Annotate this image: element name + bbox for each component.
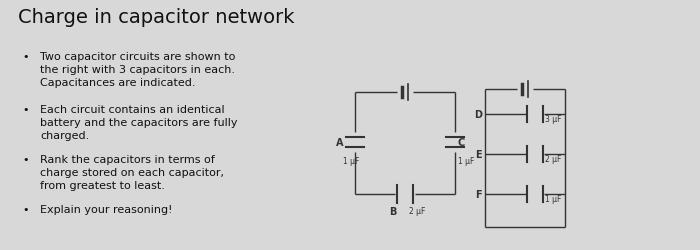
Text: A: A [335, 138, 343, 147]
Text: •: • [22, 204, 29, 214]
Text: Explain your reasoning!: Explain your reasoning! [40, 204, 172, 214]
Text: 1 µF: 1 µF [545, 195, 561, 204]
Text: 3 µF: 3 µF [545, 115, 561, 124]
Text: Each circuit contains an identical: Each circuit contains an identical [40, 104, 225, 115]
Text: 1 µF: 1 µF [343, 156, 359, 165]
Text: Capacitances are indicated.: Capacitances are indicated. [40, 78, 195, 88]
Text: battery and the capacitors are fully: battery and the capacitors are fully [40, 118, 237, 128]
Text: charged.: charged. [40, 130, 90, 140]
Text: the right with 3 capacitors in each.: the right with 3 capacitors in each. [40, 65, 235, 75]
Text: Two capacitor circuits are shown to: Two capacitor circuits are shown to [40, 52, 235, 62]
Text: •: • [22, 104, 29, 115]
Text: 2 µF: 2 µF [409, 206, 426, 215]
Text: Rank the capacitors in terms of: Rank the capacitors in terms of [40, 154, 215, 164]
Text: Charge in capacitor network: Charge in capacitor network [18, 8, 295, 27]
Text: •: • [22, 154, 29, 164]
Text: 1 µF: 1 µF [458, 156, 475, 165]
Text: charge stored on each capacitor,: charge stored on each capacitor, [40, 167, 224, 177]
Text: B: B [390, 206, 397, 216]
Text: C: C [458, 138, 466, 147]
Text: 2 µF: 2 µF [545, 155, 561, 164]
Text: E: E [475, 150, 482, 159]
Text: •: • [22, 52, 29, 62]
Text: D: D [474, 110, 482, 120]
Text: F: F [475, 189, 482, 199]
Text: from greatest to least.: from greatest to least. [40, 180, 165, 190]
